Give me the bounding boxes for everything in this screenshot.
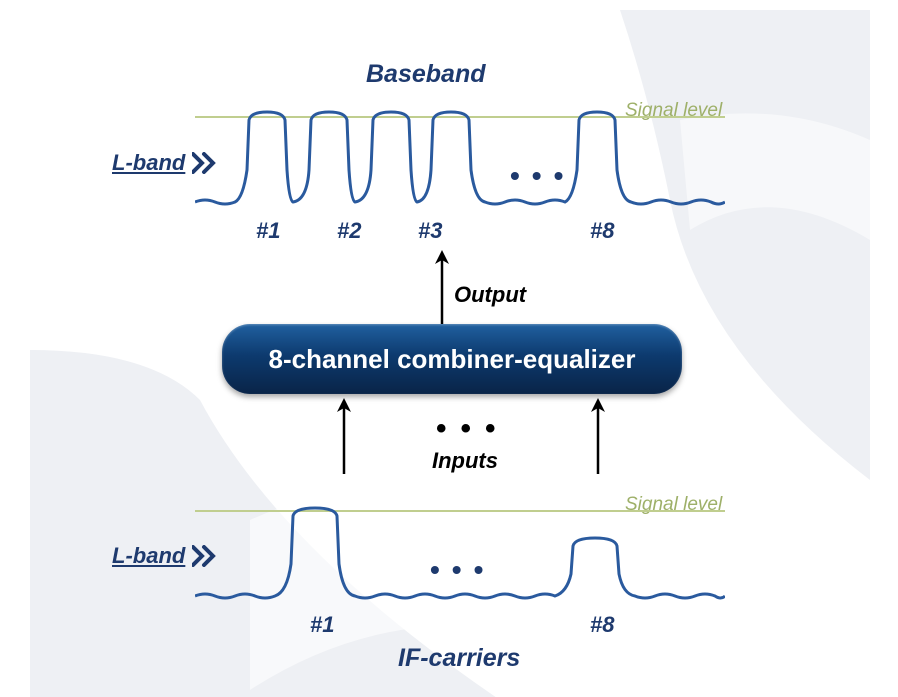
input-arrow-left (334, 396, 354, 476)
bottom-channel-1: #1 (310, 612, 334, 638)
top-channel-8: #8 (590, 218, 614, 244)
top-channel-3: #3 (418, 218, 442, 244)
inputs-ellipsis: ••• (436, 412, 510, 446)
top-channel-1: #1 (256, 218, 280, 244)
top-channel-2: #2 (337, 218, 361, 244)
input-arrow-right (588, 396, 608, 476)
output-arrow (432, 248, 452, 328)
bottom-lband-label: L-band (112, 543, 185, 569)
baseband-title: Baseband (366, 60, 485, 89)
inputs-label: Inputs (432, 448, 498, 474)
top-baseband-waveform (195, 100, 725, 220)
combiner-box-text: 8-channel combiner-equalizer (269, 344, 636, 375)
top-ellipsis: ••• (510, 160, 575, 192)
output-label: Output (454, 282, 526, 308)
diagram-container: Baseband Signal level L-band #1 #2 #3 #8… (0, 0, 898, 697)
bottom-ellipsis: ••• (430, 554, 495, 586)
if-carriers-title: IF-carriers (398, 644, 520, 673)
combiner-equalizer-box: 8-channel combiner-equalizer (222, 324, 682, 394)
top-lband-label: L-band (112, 150, 185, 176)
bottom-channel-8: #8 (590, 612, 614, 638)
